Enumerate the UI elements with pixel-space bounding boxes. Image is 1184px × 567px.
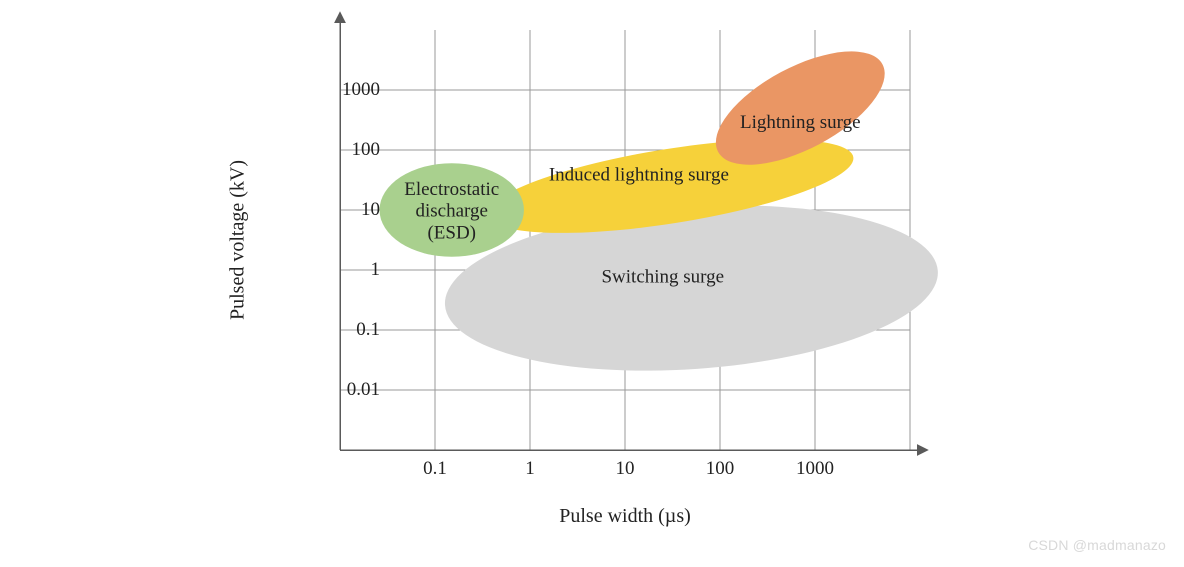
x-tick-label: 10 — [616, 458, 635, 480]
y-tick-label: 0.01 — [310, 379, 380, 401]
y-axis-label: Pulsed voltage (kV) — [227, 160, 250, 320]
y-tick-label: 0.1 — [310, 319, 380, 341]
x-tick-label: 0.1 — [423, 458, 447, 480]
y-tick-label: 1 — [310, 259, 380, 281]
region-label-induced-lightning-surge: Induced lightning surge — [549, 165, 729, 186]
region-label-lightning-surge: Lightning surge — [740, 112, 861, 133]
chart-svg: Switching surge Induced lightning surge Li… — [340, 30, 910, 450]
x-tick-label: 1 — [525, 458, 535, 480]
y-tick-label: 100 — [310, 139, 380, 161]
x-tick-label: 100 — [706, 458, 735, 480]
y-tick-label: 10 — [310, 199, 380, 221]
x-tick-label: 1000 — [796, 458, 834, 480]
plot-area: Switching surge Induced lightning surge Li… — [340, 30, 910, 450]
region-label-switching-surge: Switching surge — [601, 266, 724, 287]
chart-container: Switching surge Induced lightning surge Li… — [190, 10, 960, 530]
y-tick-label: 1000 — [310, 79, 380, 101]
x-axis-label: Pulse width (µs) — [559, 505, 691, 528]
watermark-text: CSDN @madmanazo — [1028, 537, 1166, 553]
